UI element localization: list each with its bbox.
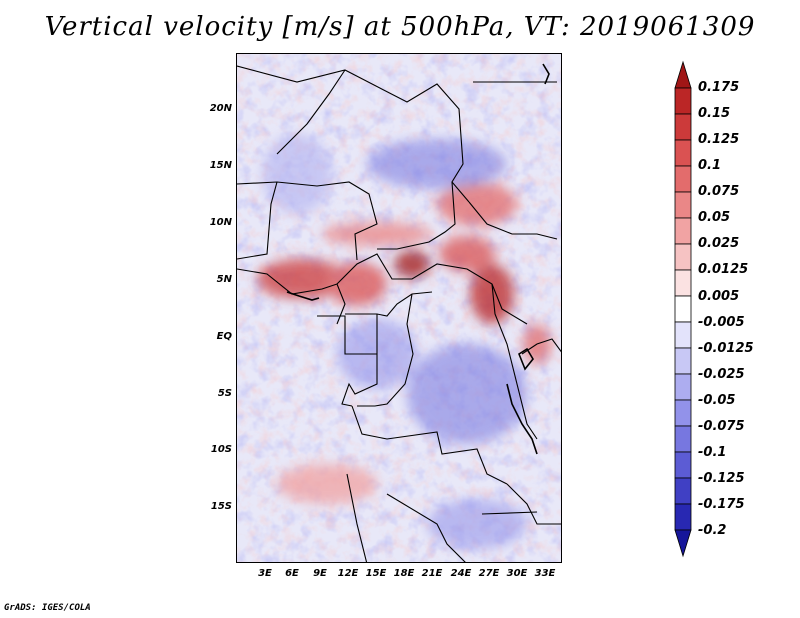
lon-tick-3e: 3E	[258, 568, 272, 579]
colorbar-label: -0.025	[698, 367, 745, 382]
colorbar-label: -0.075	[698, 419, 745, 434]
colorbar-swatch	[674, 503, 692, 531]
colorbar-top-arrow	[674, 60, 692, 89]
colorbar-label: 0.1	[698, 158, 722, 173]
lon-tick-30e: 30E	[506, 568, 528, 579]
lat-tick-5n: 5N	[216, 274, 232, 285]
colorbar-label: -0.125	[698, 471, 745, 486]
colorbar-swatch	[674, 295, 692, 323]
colorbar-label: 0.005	[698, 289, 740, 304]
lat-tick-10s: 10S	[210, 444, 232, 455]
colorbar-swatch	[674, 113, 692, 141]
colorbar-label: 0.025	[698, 236, 740, 251]
colorbar-label: 0.125	[698, 132, 740, 147]
lat-tick-5s: 5S	[217, 388, 232, 399]
colorbar-label: -0.2	[698, 523, 727, 538]
map-title: Vertical velocity [m/s] at 500hPa, VT: 2…	[44, 12, 756, 42]
colorbar-swatch	[674, 399, 692, 427]
lon-tick-6e: 6E	[285, 568, 299, 579]
colorbar-swatch	[674, 191, 692, 219]
colorbar-swatch	[674, 217, 692, 245]
lon-tick-24e: 24E	[450, 568, 472, 579]
colorbar-swatch	[674, 139, 692, 167]
lat-tick-15s: 15S	[210, 501, 232, 512]
colorbar-swatch	[674, 243, 692, 271]
colorbar-label: 0.15	[698, 106, 731, 121]
lat-tick-eq: EQ	[216, 331, 232, 342]
colorbar-swatch	[674, 451, 692, 479]
colorbar-bottom-arrow	[674, 529, 692, 558]
colorbar-label: -0.005	[698, 315, 745, 330]
lat-tick-20n: 20N	[209, 103, 232, 114]
lon-tick-15e: 15E	[365, 568, 387, 579]
velocity-field	[237, 54, 561, 562]
lon-tick-33e: 33E	[534, 568, 556, 579]
colorbar-label: 0.05	[698, 210, 731, 225]
colorbar-swatch	[674, 347, 692, 375]
colorbar-label: 0.175	[698, 80, 740, 95]
colorbar-label: 0.075	[698, 184, 740, 199]
colorbar-swatch	[674, 425, 692, 453]
lat-tick-10n: 10N	[209, 217, 232, 228]
grads-credit: GrADS: IGES/COLA	[4, 603, 91, 613]
lon-tick-9e: 9E	[313, 568, 327, 579]
colorbar-swatch	[674, 87, 692, 115]
lon-tick-21e: 21E	[421, 568, 443, 579]
colorbar-label: -0.05	[698, 393, 736, 408]
colorbar-label: -0.0125	[698, 341, 754, 356]
lon-tick-18e: 18E	[393, 568, 415, 579]
colorbar-label: -0.175	[698, 497, 745, 512]
lon-tick-12e: 12E	[337, 568, 359, 579]
colorbar	[674, 60, 692, 558]
colorbar-swatch	[674, 373, 692, 401]
colorbar-swatch	[674, 477, 692, 505]
lat-tick-15n: 15N	[209, 160, 232, 171]
colorbar-swatch	[674, 269, 692, 297]
colorbar-swatch	[674, 165, 692, 193]
colorbar-label: -0.1	[698, 445, 727, 460]
colorbar-swatch	[674, 321, 692, 349]
colorbar-label: 0.0125	[698, 262, 749, 277]
lon-tick-27e: 27E	[478, 568, 500, 579]
velocity-map	[236, 53, 562, 563]
